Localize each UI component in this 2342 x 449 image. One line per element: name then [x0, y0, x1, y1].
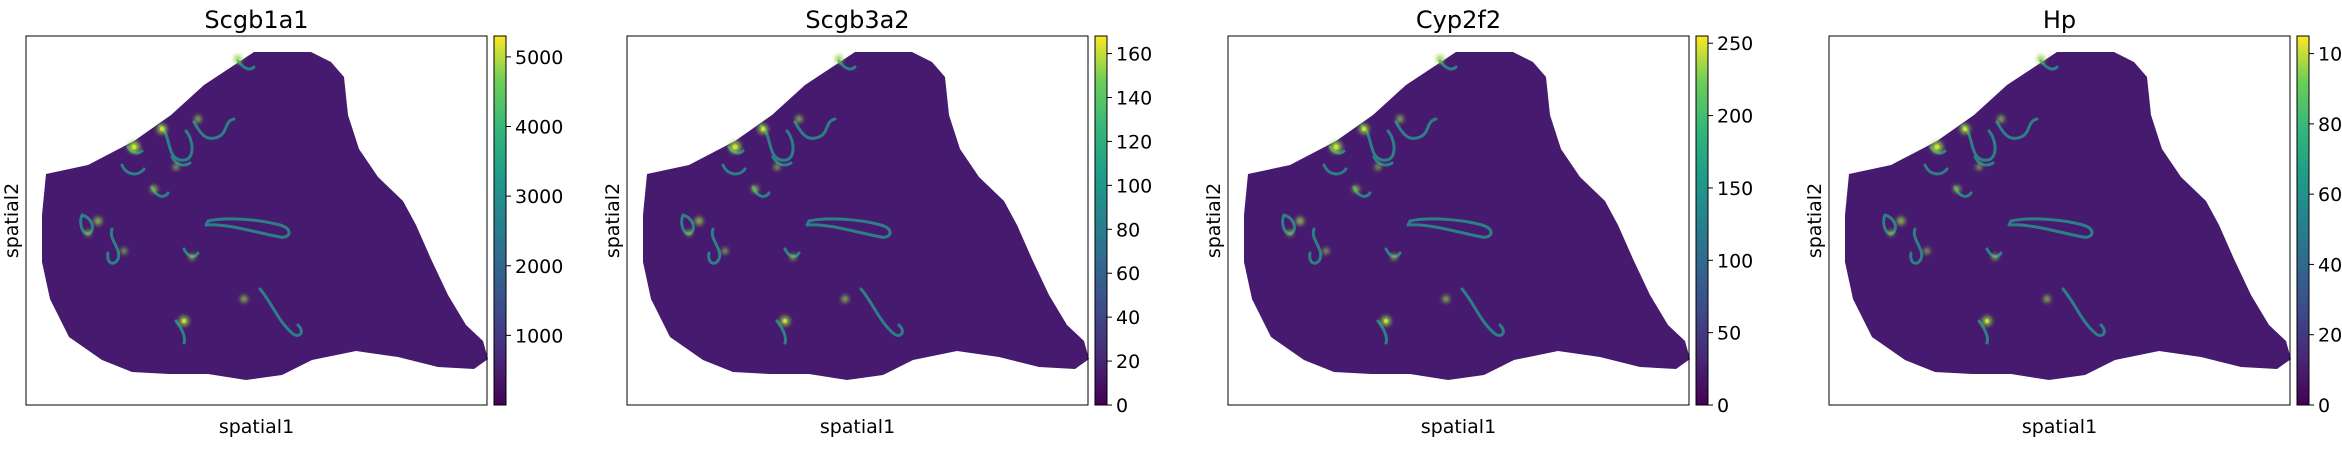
- colorbar-tick-label: 20: [1116, 351, 1140, 373]
- colorbar: [1695, 35, 1709, 406]
- colorbar-tick-label: 80: [2318, 114, 2342, 136]
- x-axis-label: spatial1: [2022, 416, 2097, 438]
- x-axis-label: spatial1: [219, 416, 294, 438]
- colorbar-tick-label: 0: [2318, 395, 2330, 417]
- y-axis-label: spatial2: [1, 183, 23, 258]
- colorbar: [493, 35, 507, 406]
- colorbar-tick-label: 1000: [515, 325, 563, 347]
- colorbar-tick-label: 0: [1717, 395, 1729, 417]
- colorbar-tick-label: 0: [1116, 395, 1128, 417]
- axes-frame: [25, 35, 488, 406]
- colorbar-tick-label: 40: [1116, 307, 1140, 329]
- colorbar-tick-label: 20: [2318, 325, 2342, 347]
- axes-frame: [1227, 35, 1690, 406]
- colorbar-tick-label: 60: [1116, 263, 1140, 285]
- colorbar-tick-label: 40: [2318, 254, 2342, 276]
- colorbar-tick-label: 80: [1116, 219, 1140, 241]
- colorbar-tick-label: 200: [1717, 106, 1753, 128]
- panel-2: Scgb3a2 spatial1 spatial2 0 20 40 60 80 100 120 14…: [602, 6, 1152, 438]
- axes-frame: [1828, 35, 2291, 406]
- colorbar-tick-label: 250: [1717, 33, 1753, 55]
- colorbar-tick-label: 160: [1116, 44, 1152, 66]
- axes-frame: [626, 35, 1089, 406]
- panel-title: Hp: [2043, 6, 2076, 34]
- colorbar-tick-label: 50: [1717, 323, 1741, 345]
- spatial-expression-image: [1244, 52, 1690, 380]
- colorbar-tick-label: 4000: [515, 117, 563, 139]
- colorbar-tick-label: 120: [1116, 131, 1152, 153]
- colorbar-tick-label: 60: [2318, 184, 2342, 206]
- colorbar-tick-label: 100: [2318, 44, 2342, 66]
- colorbar-tick-label: 100: [1717, 250, 1753, 272]
- spatial-expression-image: [42, 52, 488, 380]
- colorbar-tick-label: 3000: [515, 186, 563, 208]
- panel-title: Scgb1a1: [204, 6, 308, 34]
- spatial-expression-image: [643, 52, 1089, 380]
- x-axis-label: spatial1: [1421, 416, 1496, 438]
- panel-1: Scgb1a1 spatial1 spatial2 1000 2000 3000 4000 5…: [1, 6, 563, 438]
- colorbar-tick-label: 100: [1116, 175, 1152, 197]
- x-axis-label: spatial1: [820, 416, 895, 438]
- colorbar-tick-label: 2000: [515, 256, 563, 278]
- panel-4: Hp spatial1 spatial2 0 20 40 60 80 100: [1804, 6, 2342, 438]
- y-axis-label: spatial2: [602, 183, 624, 258]
- y-axis-label: spatial2: [1804, 183, 1826, 258]
- panel-title: Cyp2f2: [1416, 6, 1501, 34]
- colorbar: [2296, 35, 2310, 406]
- colorbar-tick-label: 150: [1717, 178, 1753, 200]
- panel-3: Cyp2f2 spatial1 spatial2 0 50 100 150 200 250: [1203, 6, 1753, 438]
- spatial-expression-image: [1845, 52, 2291, 380]
- colorbar: [1094, 35, 1108, 406]
- y-axis-label: spatial2: [1203, 183, 1225, 258]
- colorbar-tick-label: 5000: [515, 47, 563, 69]
- panel-title: Scgb3a2: [805, 6, 909, 34]
- colorbar-tick-label: 140: [1116, 88, 1152, 110]
